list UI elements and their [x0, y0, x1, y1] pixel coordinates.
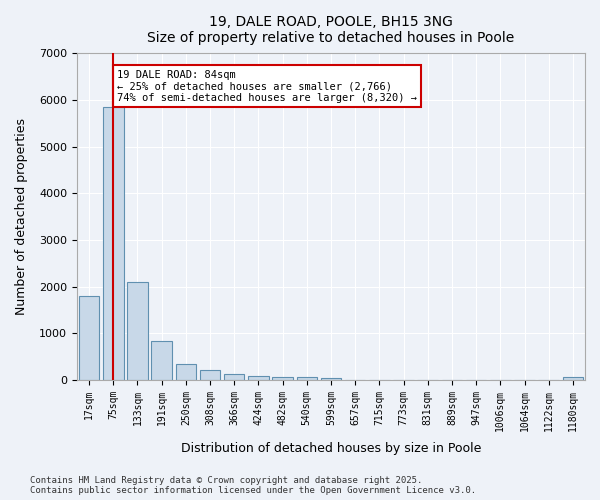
Bar — [127, 282, 148, 380]
Bar — [103, 107, 124, 380]
Bar — [176, 364, 196, 380]
Bar — [151, 342, 172, 380]
Bar — [200, 370, 220, 380]
Bar — [248, 376, 269, 380]
Bar — [272, 377, 293, 380]
Text: 19 DALE ROAD: 84sqm
← 25% of detached houses are smaller (2,766)
74% of semi-det: 19 DALE ROAD: 84sqm ← 25% of detached ho… — [117, 70, 417, 103]
Y-axis label: Number of detached properties: Number of detached properties — [15, 118, 28, 315]
Title: 19, DALE ROAD, POOLE, BH15 3NG
Size of property relative to detached houses in P: 19, DALE ROAD, POOLE, BH15 3NG Size of p… — [148, 15, 515, 45]
Bar — [563, 377, 583, 380]
X-axis label: Distribution of detached houses by size in Poole: Distribution of detached houses by size … — [181, 442, 481, 455]
Text: Contains HM Land Registry data © Crown copyright and database right 2025.
Contai: Contains HM Land Registry data © Crown c… — [30, 476, 476, 495]
Bar — [224, 374, 244, 380]
Bar — [320, 378, 341, 380]
Bar — [296, 378, 317, 380]
Bar — [79, 296, 100, 380]
